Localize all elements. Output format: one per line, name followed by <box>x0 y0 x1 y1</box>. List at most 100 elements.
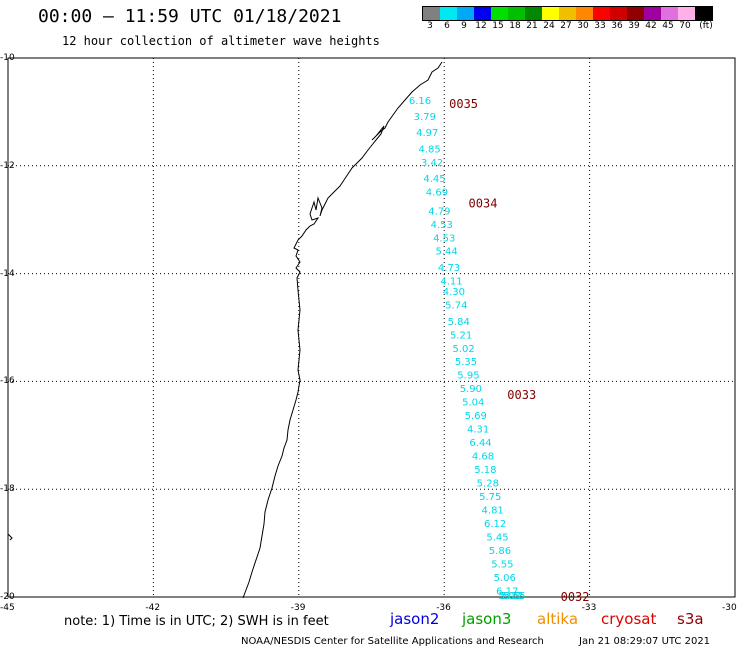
swh-value: 4.68 <box>472 452 494 463</box>
legend-swatch <box>525 7 542 20</box>
swh-value: 4.79 <box>428 206 450 217</box>
legend-swatch <box>593 7 610 20</box>
swh-value: 4.81 <box>482 505 504 516</box>
legend-label: 39 <box>628 21 640 31</box>
satellite-cryosat: cryosat <box>601 610 657 628</box>
swh-value: 5.35 <box>455 357 477 368</box>
legend-label: 3 <box>427 21 433 31</box>
legend-swatch <box>423 7 440 20</box>
legend-swatch <box>559 7 576 20</box>
latitude-tick: -10 <box>0 53 15 63</box>
swh-value: 5.69 <box>465 411 487 422</box>
footer-timestamp: Jan 21 08:29:07 UTC 2021 <box>579 636 711 647</box>
latitude-tick: -18 <box>0 484 15 495</box>
swh-value: 3.42 <box>421 158 443 169</box>
units-note: note: 1) Time is in UTC; 2) SWH is in fe… <box>64 614 329 629</box>
island <box>7 533 13 541</box>
swh-value: 4.97 <box>416 128 438 139</box>
legend-label: 36 <box>611 21 623 31</box>
longitude-tick: -33 <box>581 603 597 613</box>
satellite-jason2: jason2 <box>390 610 440 628</box>
swh-value: 5.55 <box>491 559 513 570</box>
swh-value: 4.30 <box>443 287 465 298</box>
latitude-tick: -14 <box>0 268 15 279</box>
color-scale-legend <box>422 6 713 21</box>
longitude-tick: -39 <box>290 603 306 613</box>
legend-swatch <box>491 7 508 20</box>
swh-value: 5.04 <box>462 398 484 409</box>
map-grid <box>7 57 736 598</box>
legend-label: 30 <box>577 21 589 31</box>
swh-value: 4.69 <box>426 187 448 198</box>
legend-label: 18 <box>509 21 521 31</box>
legend-swatch <box>678 7 695 20</box>
longitude-tick: -45 <box>0 603 15 613</box>
footer-credit: NOAA/NESDIS Center for Satellite Applica… <box>241 636 544 647</box>
pass-time-label: 0033 <box>507 388 536 402</box>
legend-label: 21 <box>526 21 538 31</box>
swh-value: 4.11 <box>440 276 462 287</box>
longitude-tick: -30 <box>722 603 737 613</box>
pass-time-labels: 0035 0034 0033 0032 <box>449 97 589 604</box>
swh-value: 5.08 <box>498 591 520 602</box>
swh-value: 6.44 <box>469 438 491 449</box>
latitude-tick: -12 <box>0 160 15 171</box>
longitude-tick: -42 <box>145 603 161 613</box>
legend-label: (ft) <box>699 21 713 31</box>
legend-label: 42 <box>645 21 657 31</box>
swh-value: 5.21 <box>450 330 472 341</box>
legend-swatch <box>440 7 457 20</box>
legend-label: 6 <box>444 21 450 31</box>
longitude-tick: -36 <box>436 603 451 613</box>
swh-value: 5.84 <box>448 317 470 328</box>
swh-value: 4.53 <box>431 220 453 231</box>
swh-value: 5.44 <box>435 247 457 258</box>
swh-value: 5.45 <box>486 532 508 543</box>
swh-value: 5.75 <box>479 492 501 503</box>
legend-label: 33 <box>594 21 606 31</box>
swh-value: 6.16 <box>409 96 431 107</box>
swh-value: 5.28 <box>477 479 499 490</box>
pass-time-label: 0035 <box>449 97 478 111</box>
swh-value: 6.17 <box>496 586 518 597</box>
latitude-tick: -20 <box>0 592 15 602</box>
legend-swatch <box>627 7 644 20</box>
swh-value: 5.74 <box>445 301 467 312</box>
swh-value: 5.06 <box>494 573 516 584</box>
swh-value: 4.31 <box>467 425 489 436</box>
legend-label: 45 <box>662 21 674 31</box>
legend-swatch <box>542 7 559 20</box>
swh-value: 4.73 <box>438 263 460 274</box>
legend-swatch <box>457 7 474 20</box>
swh-value: 5.22 <box>501 591 523 602</box>
pass-time-label: 0032 <box>561 590 590 604</box>
swh-value: 4.45 <box>423 174 445 185</box>
legend-label: 12 <box>475 21 487 31</box>
swh-value: 3.79 <box>414 112 436 123</box>
chart-title: 00:00 – 11:59 UTC 01/18/2021 <box>38 6 342 27</box>
swh-value: 4.85 <box>419 144 441 155</box>
legend-label: 27 <box>560 21 572 31</box>
legend-label: 24 <box>543 21 555 31</box>
legend-swatch <box>661 7 678 20</box>
legend-label: 70 <box>679 21 691 31</box>
legend-swatch <box>695 7 712 20</box>
swh-value: 5.18 <box>474 465 496 476</box>
chart-subtitle: 12 hour collection of altimeter wave hei… <box>62 34 380 48</box>
satellite-jason3: jason3 <box>462 610 512 628</box>
color-scale-labels: 3 6 9 12 15 18 21 24 27 30 33 36 39 42 45 70 (ft) <box>422 21 740 35</box>
swh-value: 5.86 <box>489 546 511 557</box>
swh-value: 4.53 <box>433 233 455 244</box>
swh-value: 5.95 <box>457 371 479 382</box>
swh-value: 5.55 <box>503 591 525 602</box>
coastline <box>242 61 443 599</box>
swh-value: 6.12 <box>484 519 506 530</box>
legend-swatch <box>644 7 661 20</box>
swh-value: 5.90 <box>460 384 482 395</box>
legend-swatch <box>508 7 525 20</box>
legend-swatch <box>576 7 593 20</box>
satellite-s3a: s3a <box>677 610 704 628</box>
legend-swatch <box>610 7 627 20</box>
legend-swatch <box>474 7 491 20</box>
